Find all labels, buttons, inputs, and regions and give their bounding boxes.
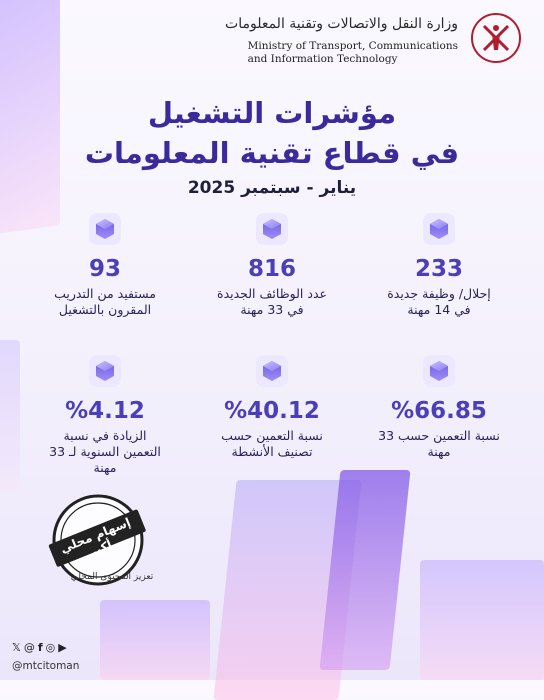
social-links: 𝕏 @ f ◎ ▶ [12,641,67,654]
stat-value: 816 [247,256,296,282]
stat-training-beneficiaries: 93 مستفيد من التدريب المقرون بالتشغيل [30,212,180,318]
stat-new-jobs: 816 عدد الوظائف الجديدة في 33 مهنة [197,212,347,318]
decor-prism-left-2 [0,340,20,490]
stat-label: الزيادة في نسبة التعمين السنوية لـ 33 مه… [49,428,161,475]
stat-value: 233 [414,256,463,282]
youtube-icon[interactable]: ▶ [58,641,67,654]
stamp-badge-icon [48,494,146,586]
local-content-stamp: إسهام محلي أكبر تعزيز المحتوى المحلي [46,488,166,598]
stat-label: عدد الوظائف الجديدة في 33 مهنة [217,286,327,317]
ministry-name-english: Ministry of Transport, Communications an… [247,40,458,65]
cube-icon [423,213,455,245]
stamp-sub-text: تعزيز المحتوى المحلي [70,572,154,582]
instagram-icon[interactable]: ◎ [45,641,56,654]
cube-icon [256,213,288,245]
stat-label: إحلال/ وظيفة جديدة في 14 مهنة [387,286,491,317]
period-subtitle: يناير - سبتمبر 2025 [187,178,357,198]
ministry-name-arabic: وزارة النقل والاتصالات وتقنية المعلومات [225,16,458,32]
stat-replacement-jobs: 233 إحلال/ وظيفة جديدة في 14 مهنة [364,212,514,318]
threads-icon[interactable]: @ [23,641,35,654]
page-title-line1: مؤشرات التشغيل [147,96,397,130]
ministry-header: وزارة النقل والاتصالات وتقنية المعلومات … [22,10,522,70]
cube-icon [89,355,121,387]
decor-prism-bottom-left [100,600,210,680]
stat-label: مستفيد من التدريب المقرون بالتشغيل [54,286,156,317]
stat-value: 93 [88,256,121,282]
oman-emblem-icon [471,13,521,63]
social-handle: @mtcitoman [12,660,80,672]
stat-omanization-rate-professions: %66.85 نسبة التعمين حسب 33 مهنة [364,354,514,460]
stat-label: نسبة التعمين حسب تصنيف الأنشطة [221,428,323,459]
stat-value: %40.12 [224,398,320,424]
stat-omanization-rate-activities: %40.12 نسبة التعمين حسب تصنيف الأنشطة [197,354,347,460]
cube-icon [423,355,455,387]
page-title-line2: في قطاع تقنية المعلومات [84,136,460,170]
x-icon[interactable]: 𝕏 [12,641,21,654]
stat-value: %66.85 [391,398,487,424]
stat-label: نسبة التعمين حسب 33 مهنة [378,428,500,459]
cube-icon [89,213,121,245]
facebook-icon[interactable]: f [37,641,43,654]
decor-prism-right [420,560,544,680]
stat-annual-omanization-increase: %4.12 الزيادة في نسبة التعمين السنوية لـ… [30,354,180,476]
cube-icon [256,355,288,387]
stat-value: %4.12 [65,398,145,424]
